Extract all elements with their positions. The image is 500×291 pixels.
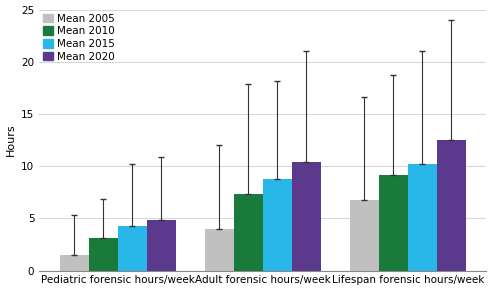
Bar xyxy=(204,229,234,271)
Bar xyxy=(437,140,466,271)
Bar xyxy=(234,194,262,271)
Bar xyxy=(146,221,176,271)
Y-axis label: Hours: Hours xyxy=(6,124,16,156)
Bar xyxy=(379,175,408,271)
Bar xyxy=(88,238,118,271)
Legend: Mean 2005, Mean 2010, Mean 2015, Mean 2020: Mean 2005, Mean 2010, Mean 2015, Mean 20… xyxy=(42,12,117,64)
Bar xyxy=(350,200,379,271)
Bar xyxy=(292,162,321,271)
Bar xyxy=(118,226,146,271)
Bar xyxy=(60,255,88,271)
Bar xyxy=(408,164,437,271)
Bar xyxy=(262,179,292,271)
